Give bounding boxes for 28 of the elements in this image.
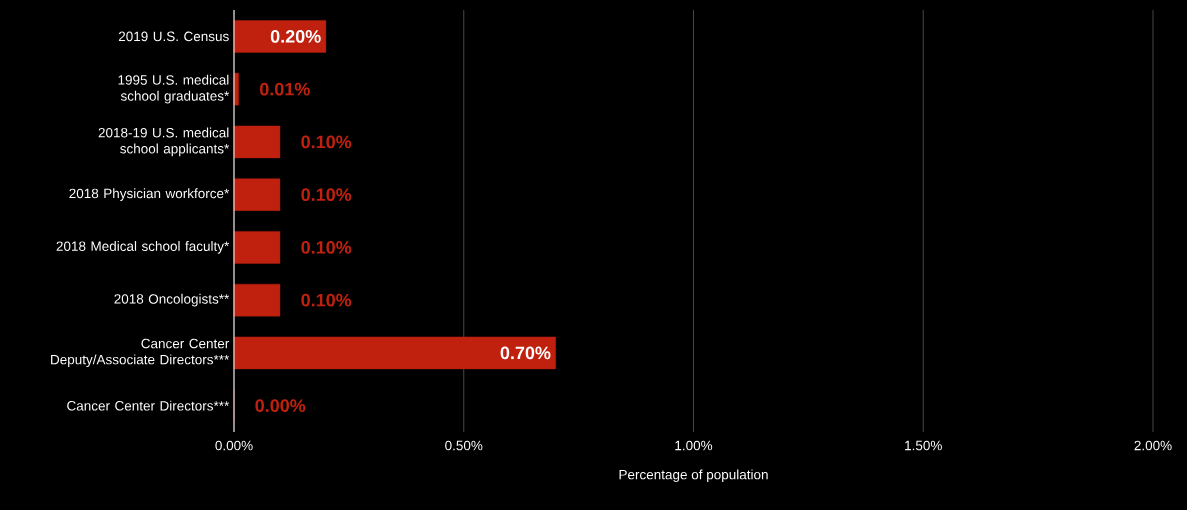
bar [233,20,327,53]
data-label: 0.10% [301,135,352,149]
y-tick-label: 1995 U.S. medical school graduates* [118,74,230,104]
data-label: 0.01% [260,82,310,96]
data-label: 0.20% [270,30,321,43]
bar [233,125,281,159]
data-label: 0.10% [301,241,352,254]
bar [233,178,281,211]
y-tick-label: 2018 Medical school faculty* [56,241,230,254]
data-label: 0.10% [301,293,352,307]
y-tick-label: 2018 Physician workforce* [69,188,230,201]
x-axis-title: Percentage of population [619,469,768,483]
bar [233,336,556,370]
x-tick-label: 0.50% [445,440,483,451]
x-tick-label: 0.00% [215,440,253,451]
data-label: 0.00% [255,399,306,412]
y-tick-label: Cancer Center Deputy/Associate Directors*** [51,338,230,367]
y-tick-label: 2018 Oncologists** [114,293,230,307]
y-tick-label: 2018-19 U.S. medical school applicants* [98,127,230,157]
x-tick-label: 1.50% [905,440,942,451]
x-tick-label: 1.00% [675,440,713,451]
bar [233,231,281,264]
data-label: 0.10% [301,188,352,201]
data-label: 0.70% [500,346,551,360]
y-tick-label: 2019 U.S. Census [118,31,229,42]
bar [233,283,281,317]
x-tick-label: 2.00% [1134,440,1172,451]
y-tick-label: Cancer Center Directors*** [67,400,230,411]
